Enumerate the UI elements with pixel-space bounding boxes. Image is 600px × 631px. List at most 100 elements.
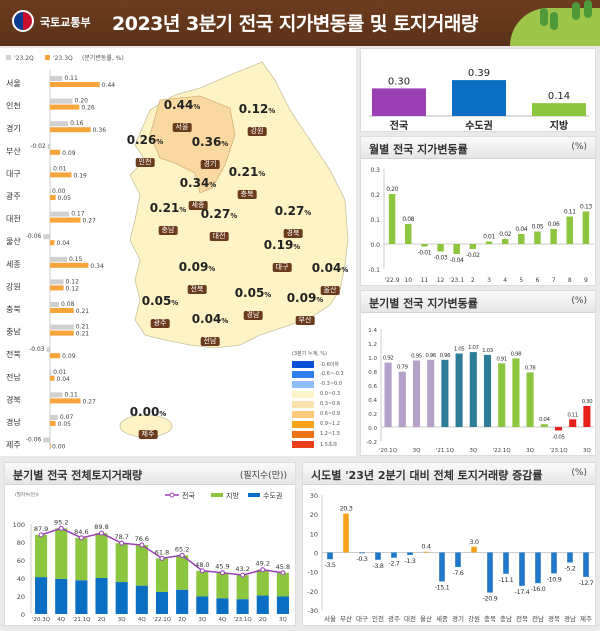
x-tick-label: 부산: [340, 614, 352, 623]
data-label: 0.92: [383, 356, 394, 362]
capital-bar: [236, 599, 249, 614]
data-label: -17.4: [515, 588, 530, 596]
prev-value: -0.06: [26, 233, 42, 240]
map-value: 0.36%: [192, 136, 229, 151]
nation-marker: [159, 555, 165, 561]
prev-value: -0.06: [26, 437, 42, 444]
prev-bar: [50, 392, 63, 398]
bar: [569, 419, 577, 427]
prev-bar: [50, 279, 64, 285]
tree-icon: [584, 0, 592, 18]
map-value-unit: %: [171, 299, 179, 307]
x-tick-label: 5: [519, 277, 523, 284]
map-value: 0.05%: [235, 287, 272, 302]
bar: [551, 552, 557, 574]
curr-value: 0.12: [66, 285, 80, 292]
y-tick-label: 10: [310, 530, 318, 538]
curr-bar: [50, 421, 56, 426]
prev-bar: [50, 324, 74, 330]
nation-value: 45.9: [215, 563, 229, 571]
legend-label: 전국: [182, 491, 195, 500]
x-tick-label: 인천: [372, 614, 384, 623]
curr-value: 0.21: [76, 308, 90, 315]
legend-item: 1.2~1.5: [292, 429, 344, 439]
region-label: 강원: [6, 281, 21, 291]
region-label: 울산: [6, 236, 21, 246]
local-bar: [115, 543, 128, 583]
curr-value: 0.44: [102, 82, 116, 89]
curr-bar: [50, 285, 64, 291]
x-tick-label: 울산: [420, 614, 432, 623]
map-value: 0.09%: [287, 292, 324, 307]
region-label: 서울: [6, 79, 21, 88]
x-tick-label: '22.1Q: [493, 448, 512, 454]
capital-bar: [216, 598, 229, 614]
y-tick-label: 1.2: [368, 342, 377, 348]
map-label-14: 0.05% 광주: [141, 294, 179, 329]
y-tick-label: 40: [17, 575, 25, 583]
curr-bar: [50, 398, 81, 404]
page-title: 2023년 3분기 전국 지가변동률 및 토지거래량: [112, 13, 478, 35]
region-label: 전남: [6, 372, 21, 382]
y-tick-label: 20: [17, 593, 25, 601]
map-label-5: 0.34% 세종: [180, 177, 216, 211]
local-bar: [135, 545, 148, 586]
data-label: 0.05: [532, 224, 544, 231]
nation-marker: [179, 552, 185, 558]
data-label: -20.9: [483, 595, 498, 603]
curr-bar: [50, 330, 74, 336]
y-tick-label: 1.0: [368, 356, 377, 362]
data-label: -0.03: [434, 255, 448, 262]
quarterly-bar-chart: 1.4 1.2 1.0 0.8 0.6 0.4 0.2 0.0 -0.2 0.92 '20.1Q 0.…: [366, 328, 594, 454]
y-tick-label: 0: [21, 611, 25, 619]
data-label: -0.04: [450, 257, 464, 264]
summary-card: 0.30 전국 0.39 수도권 0.14 지방: [360, 48, 596, 132]
regional-volume-bar-chart: 30 20 10 0 -10 -20 -30 -3.5 서울 20.3 부산 -0.3 대구 -3.8 인천…: [307, 492, 594, 623]
map-value-number: 0.44: [163, 98, 194, 112]
map-value-unit: %: [258, 170, 266, 178]
legend-item: -0.6이하: [292, 359, 344, 369]
curr-value: 0.21: [76, 331, 90, 338]
map-label-8: 0.27% 경북: [275, 205, 311, 239]
legend-label: 0.9~1.2: [320, 421, 341, 427]
map-value-unit: %: [341, 266, 349, 274]
bar: [501, 239, 509, 244]
curr-value: 0.05: [58, 421, 72, 428]
bar: [534, 231, 541, 244]
nation-marker: [219, 570, 225, 576]
x-tick-label: 충남: [500, 614, 512, 623]
map-region-tag: 강원: [247, 127, 267, 136]
capital-bar: [115, 582, 128, 614]
x-tick-label: 강원: [468, 614, 480, 623]
summary-bar: [532, 103, 586, 116]
map-label-9: 0.19% 대구: [264, 239, 300, 273]
data-label: 0.96: [425, 353, 437, 359]
y-tick-label: 0.4: [368, 398, 377, 404]
curr-value: 0.26: [81, 105, 95, 112]
legend-swatch: [292, 390, 314, 398]
data-label: -11.1: [499, 576, 514, 584]
prev-bar: [50, 256, 67, 262]
monthly-chart-panel: 월별 전국 지가변동률 (%) 0.3 0.2 0.1 0.0 -0.1 0.20 '22.…: [360, 136, 596, 286]
map-region-tag: 서울: [172, 123, 192, 132]
prev-value: -0.03: [29, 346, 45, 353]
map-value-number: 0.05: [141, 294, 172, 308]
map-value-unit: %: [230, 212, 238, 220]
legend-prev-label: '23.2Q: [14, 55, 34, 62]
map-label-7: 0.27% 대전: [201, 208, 238, 242]
legend-swatch: [292, 380, 314, 388]
x-tick-label: 3Q: [526, 448, 534, 454]
x-tick-label: 3Q: [469, 448, 477, 454]
capital-bar: [256, 595, 269, 614]
legend-label: 0.3~0.6: [320, 401, 341, 407]
x-tick-label: 전북: [516, 614, 528, 623]
data-label: -2.7: [388, 560, 399, 568]
legend-curr-swatch: [45, 55, 50, 60]
map-region-tag: 인천: [135, 158, 155, 167]
legend-curr-label: '23.3Q: [53, 55, 73, 62]
bar: [391, 552, 397, 558]
local-bar: [35, 534, 48, 578]
map-value: 0.04%: [192, 313, 229, 328]
x-tick-label: 경남: [564, 614, 576, 623]
nation-value: 43.2: [235, 565, 249, 573]
